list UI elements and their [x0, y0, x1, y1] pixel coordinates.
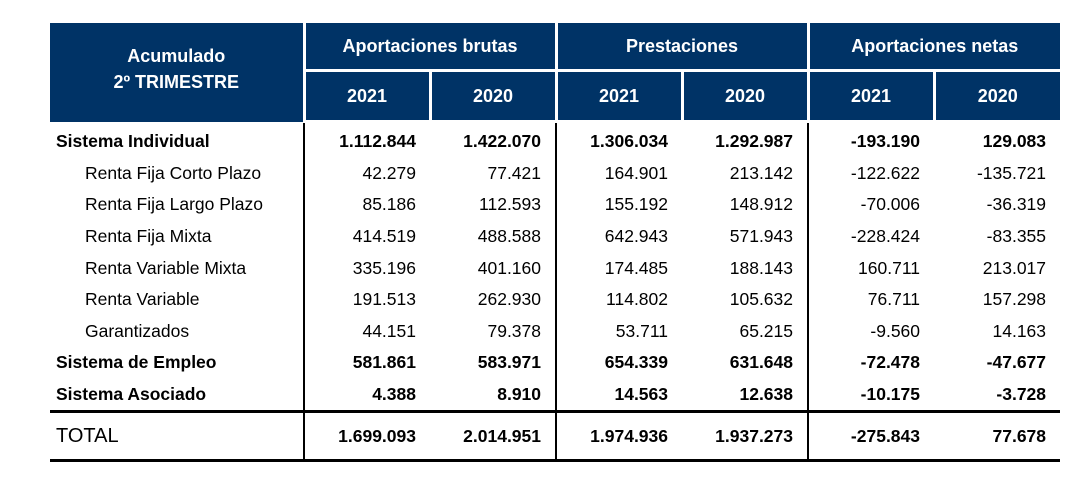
- row-label: Renta Fija Corto Plazo: [85, 162, 262, 183]
- value-cell: 14.163: [992, 320, 1047, 341]
- year-header: 2020: [932, 69, 1061, 123]
- value-cell: 262.930: [477, 289, 542, 310]
- value-cell: 148.912: [729, 194, 794, 215]
- value-cell: 76.711: [807, 283, 935, 316]
- value-cell: 2.014.951: [430, 410, 557, 463]
- value-cell: 77.678: [934, 410, 1061, 463]
- year-header: 2020: [680, 69, 810, 123]
- table-row: Renta Fija Mixta 414.519 488.588 642.943 571…: [50, 220, 1060, 253]
- group-header: Prestaciones: [554, 23, 810, 72]
- value-cell: 14.563: [555, 378, 683, 412]
- value-cell: 157.298: [982, 289, 1047, 310]
- value-cell: 42.279: [303, 157, 430, 190]
- value-cell: -47.677: [986, 352, 1047, 373]
- value-cell: 79.378: [487, 320, 542, 341]
- total-row: TOTAL 1.699.093 2.014.951 1.974.936 1.937.27…: [50, 410, 1061, 463]
- value-cell: 12.638: [739, 384, 794, 405]
- value-cell: 1.422.070: [463, 131, 542, 152]
- value-cell: 335.196: [303, 252, 430, 284]
- value-cell: 174.485: [555, 252, 683, 284]
- table-row: Sistema de Empleo 581.861 583.971 654.339 63…: [50, 347, 1060, 379]
- value-cell: -275.843: [807, 410, 935, 463]
- year-header: 2021: [554, 69, 684, 123]
- value-cell: -10.175: [807, 378, 935, 412]
- pension-flows-table: Acumulado 2º TRIMESTRE Aportaciones bruta…: [50, 23, 1061, 463]
- table-row: Sistema Asociado 4.388 8.910 14.563 12.638 -1…: [50, 378, 1060, 412]
- row-label: Sistema de Empleo: [56, 352, 217, 373]
- table-row: Sistema Individual 1.112.844 1.422.070 1.30…: [50, 121, 1060, 158]
- year-header: 2021: [806, 69, 936, 123]
- row-label: Renta Variable Mixta: [85, 257, 247, 278]
- row-label: Renta Fija Mixta: [85, 226, 212, 247]
- value-cell: 160.711: [807, 252, 935, 284]
- table-row: Garantizados 44.151 79.378 53.711 65.215 -9.5…: [50, 315, 1060, 348]
- row-label: TOTAL: [50, 410, 304, 463]
- value-cell: 44.151: [303, 315, 430, 348]
- value-cell: 65.215: [739, 320, 794, 341]
- value-cell: -83.355: [986, 226, 1047, 247]
- table-row: Renta Fija Corto Plazo 42.279 77.421 164.90…: [50, 157, 1060, 190]
- value-cell: -228.424: [807, 220, 935, 253]
- value-cell: -9.560: [807, 315, 935, 348]
- value-cell: 654.339: [555, 347, 683, 379]
- value-cell: 53.711: [555, 315, 683, 348]
- value-cell: 213.017: [982, 257, 1047, 278]
- value-cell: 642.943: [555, 220, 683, 253]
- value-cell: -3.728: [996, 384, 1047, 405]
- table-row: Renta Variable Mixta 335.196 401.160 174.48…: [50, 252, 1060, 284]
- value-cell: 1.292.987: [715, 131, 794, 152]
- row-label: Garantizados: [85, 320, 190, 341]
- value-cell: 164.901: [555, 157, 683, 190]
- value-cell: 191.513: [303, 283, 430, 316]
- value-cell: 581.861: [303, 347, 430, 379]
- value-cell: 114.802: [555, 283, 683, 316]
- corner-line-2: 2º TRIMESTRE: [113, 72, 240, 93]
- value-cell: 1.937.273: [682, 410, 809, 463]
- group-header: Aportaciones netas: [806, 23, 1061, 72]
- value-cell: 1.699.093: [303, 410, 430, 463]
- value-cell: 631.648: [729, 352, 794, 373]
- value-cell: -72.478: [807, 347, 935, 379]
- value-cell: 85.186: [303, 189, 430, 221]
- value-cell: 1.974.936: [555, 410, 683, 463]
- value-cell: 414.519: [303, 220, 430, 253]
- value-cell: 8.910: [497, 384, 542, 405]
- group-header: Aportaciones brutas: [302, 23, 558, 72]
- value-cell: 401.160: [477, 257, 542, 278]
- value-cell: 129.083: [982, 131, 1047, 152]
- value-cell: 77.421: [487, 162, 542, 183]
- row-label: Renta Variable: [85, 289, 200, 310]
- corner-line-1: Acumulado: [127, 46, 226, 67]
- value-cell: -193.190: [807, 121, 935, 158]
- value-cell: 213.142: [729, 162, 794, 183]
- value-cell: 4.388: [303, 378, 430, 412]
- value-cell: 188.143: [729, 257, 794, 278]
- year-header: 2021: [302, 69, 432, 123]
- value-cell: 155.192: [555, 189, 683, 221]
- value-cell: -36.319: [986, 194, 1047, 215]
- value-cell: 571.943: [729, 226, 794, 247]
- year-header: 2020: [428, 69, 558, 123]
- table-row: Renta Variable 191.513 262.930 114.802 105.6…: [50, 283, 1060, 316]
- row-label: Sistema Asociado: [56, 384, 207, 405]
- value-cell: 112.593: [479, 194, 542, 215]
- value-cell: 1.112.844: [303, 121, 430, 158]
- row-label: Renta Fija Largo Plazo: [85, 194, 264, 215]
- row-label: Sistema Individual: [56, 130, 210, 151]
- corner-header: Acumulado 2º TRIMESTRE: [50, 23, 306, 122]
- value-cell: -135.721: [976, 162, 1047, 183]
- value-cell: 105.632: [729, 289, 794, 310]
- table-row: Renta Fija Largo Plazo 85.186 112.593 155.1…: [50, 189, 1060, 221]
- value-cell: 488.588: [477, 226, 542, 247]
- value-cell: -122.622: [807, 157, 935, 190]
- value-cell: -70.006: [807, 189, 935, 221]
- value-cell: 583.971: [477, 352, 542, 373]
- value-cell: 1.306.034: [555, 121, 683, 158]
